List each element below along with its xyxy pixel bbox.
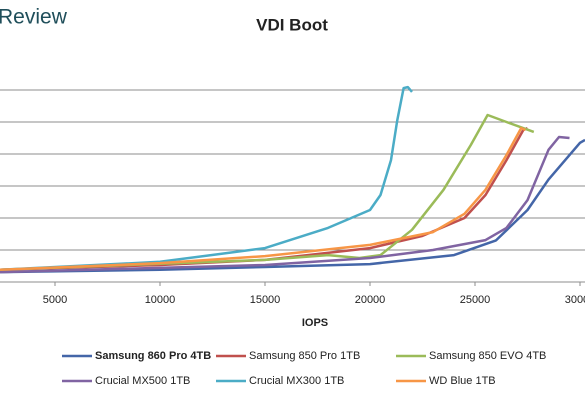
x-tick-label: 30000 [565,294,585,306]
x-tick-label: 20000 [355,294,386,306]
legend-label: WD Blue 1TB [429,375,496,387]
x-tick-label: 15000 [250,294,281,306]
legend-label: Samsung 860 Pro 4TB [95,350,211,362]
x-tick-label: 25000 [460,294,491,306]
series-line [0,135,570,274]
x-axis-label: IOPS [302,317,328,329]
series-line [0,126,526,272]
series-line [0,113,535,272]
series-line [0,85,413,272]
x-tick-label: 10000 [145,294,176,306]
logo: Review [0,6,68,29]
legend-label: Crucial MX500 1TB [95,375,190,387]
chart-title: VDI Boot [256,15,328,34]
series-line [0,138,585,274]
legend-label: Samsung 850 EVO 4TB [429,350,546,362]
legend-label: Crucial MX300 1TB [249,375,344,387]
legend-label: Samsung 850 Pro 1TB [249,350,360,362]
x-tick-label: 5000 [43,294,67,306]
